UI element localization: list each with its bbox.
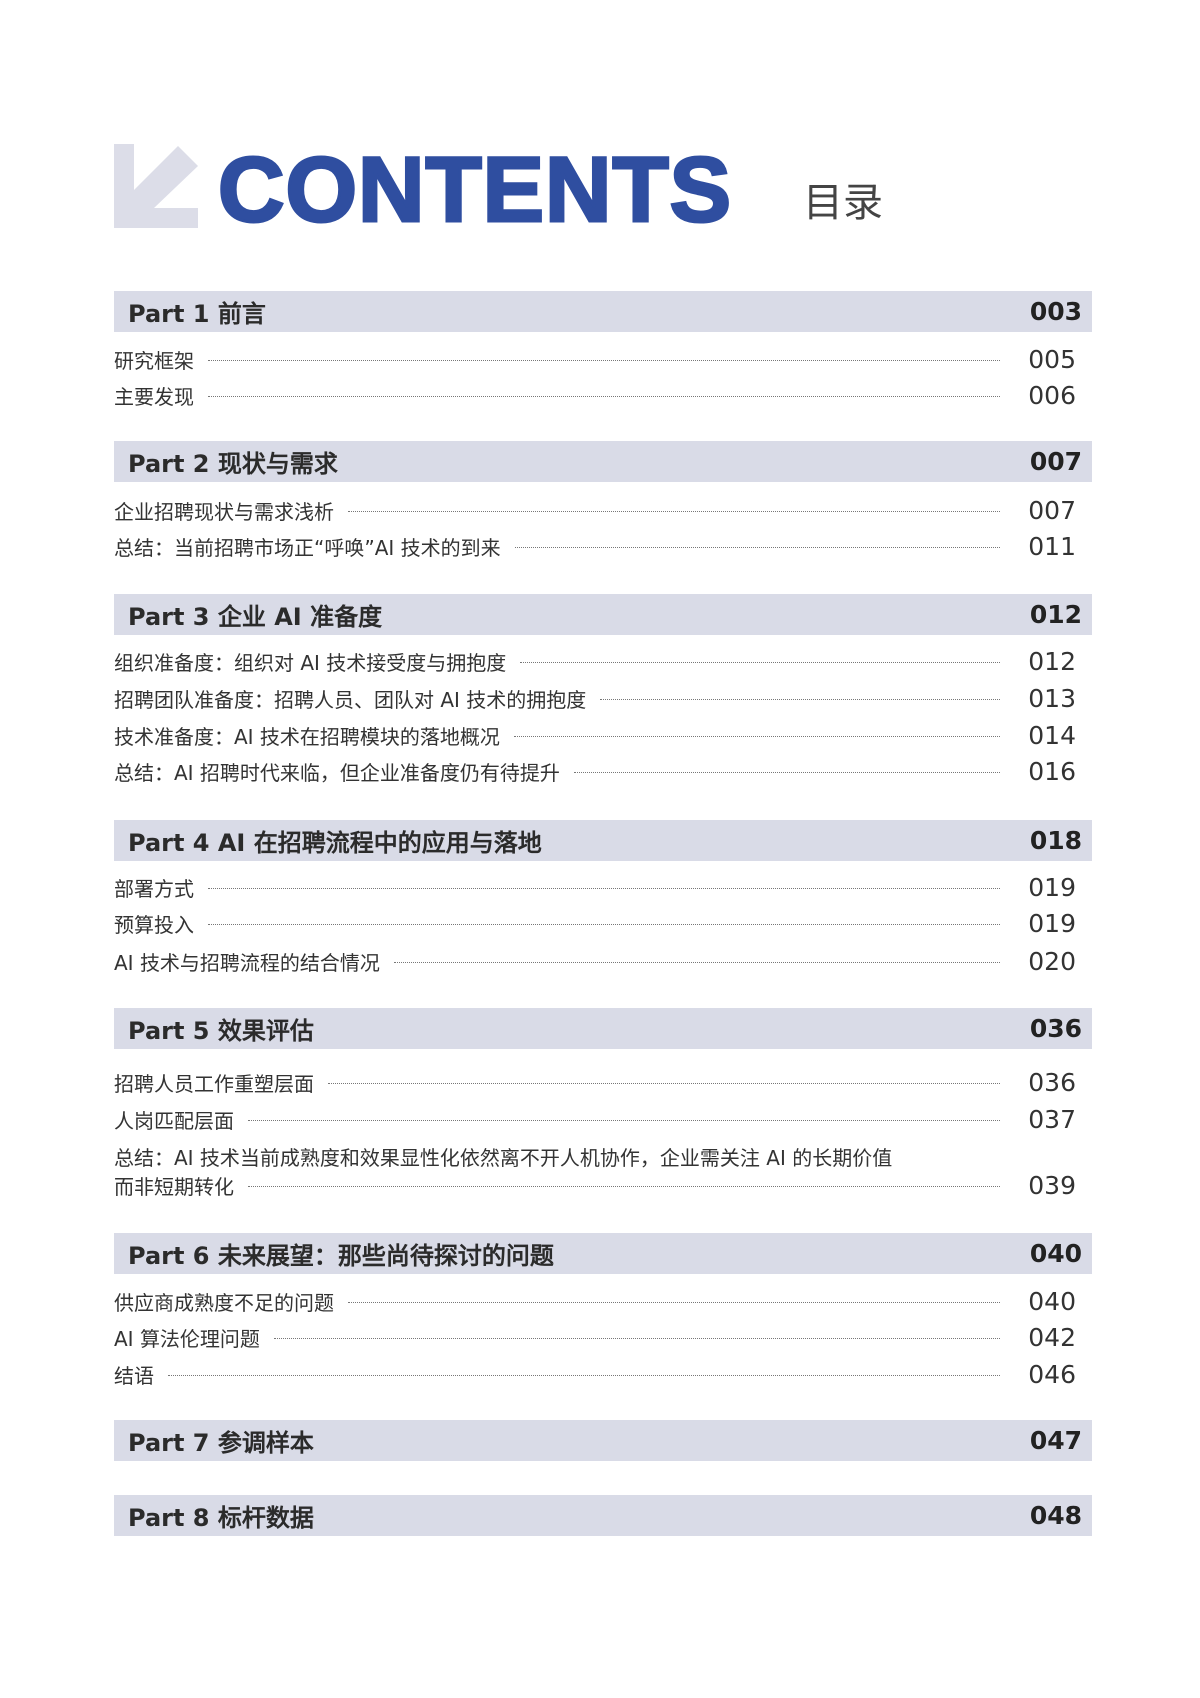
toc-entry[interactable]: 部署方式 019 <box>114 871 1076 903</box>
part-page-number: 036 <box>1029 1014 1082 1043</box>
toc-entry-title: 技术准备度：AI 技术在招聘模块的落地概况 <box>114 724 500 749</box>
toc-entry-title: 组织准备度：组织对 AI 技术接受度与拥抱度 <box>114 650 507 675</box>
part-header[interactable]: Part 8 标杆数据 048 <box>114 1495 1092 1536</box>
part-header[interactable]: Part 4 AI 在招聘流程中的应用与落地 018 <box>114 820 1092 861</box>
toc-entry[interactable]: 技术准备度：AI 技术在招聘模块的落地概况 014 <box>114 719 1076 751</box>
part-title: Part 7 参调样本 <box>128 1429 314 1457</box>
toc-entry-title: 而非短期转化 <box>114 1174 234 1199</box>
toc-entry-title: 部署方式 <box>114 876 194 901</box>
part-title: Part 1 前言 <box>128 300 266 328</box>
part-page-number: 018 <box>1029 826 1082 855</box>
part-page-number: 012 <box>1029 600 1082 629</box>
part-header[interactable]: Part 1 前言 003 <box>114 291 1092 332</box>
toc-entry-title: 总结：当前招聘市场正“呼唤”AI 技术的到来 <box>114 535 501 560</box>
toc-entry-page-number: 012 <box>1028 646 1076 676</box>
part-title: Part 2 现状与需求 <box>128 450 338 478</box>
toc-entry-page-number: 020 <box>1028 946 1076 976</box>
toc-entry-page-number: 005 <box>1028 344 1076 374</box>
dotted-leader <box>273 1337 1000 1339</box>
toc-entry[interactable]: 人岗匹配层面 037 <box>114 1103 1076 1135</box>
dotted-leader <box>248 1185 1000 1187</box>
dotted-leader <box>208 359 1000 361</box>
toc-entry-title: 供应商成熟度不足的问题 <box>114 1290 334 1315</box>
part-page-number: 003 <box>1029 297 1082 326</box>
page-title: CONTENTS <box>217 139 733 242</box>
toc-entry-page-number: 019 <box>1028 872 1076 902</box>
dotted-leader <box>520 661 1000 663</box>
dotted-leader <box>348 1301 1000 1303</box>
toc-entry-page-number: 046 <box>1028 1359 1076 1389</box>
dotted-leader <box>168 1374 1000 1376</box>
part-title: Part 8 标杆数据 <box>128 1504 314 1532</box>
part-page-number: 047 <box>1029 1426 1082 1455</box>
toc-entry-page-number: 011 <box>1028 531 1076 561</box>
toc-entry[interactable]: AI 技术与招聘流程的结合情况 020 <box>114 945 1076 977</box>
part-header[interactable]: Part 7 参调样本 047 <box>114 1420 1092 1461</box>
toc-entry[interactable]: 招聘团队准备度：招聘人员、团队对 AI 技术的拥抱度 013 <box>114 682 1076 714</box>
toc-entry-page-number: 036 <box>1028 1067 1076 1097</box>
dotted-leader <box>514 546 1000 548</box>
toc-entry[interactable]: AI 算法伦理问题 042 <box>114 1321 1076 1353</box>
toc-entry-page-number: 040 <box>1028 1286 1076 1316</box>
toc-entry-page-number: 042 <box>1028 1322 1076 1352</box>
dotted-leader <box>348 510 1000 512</box>
dotted-leader <box>573 771 1000 773</box>
part-header[interactable]: Part 6 未来展望：那些尚待探讨的问题 040 <box>114 1233 1092 1274</box>
toc-entry[interactable]: 主要发现 006 <box>114 379 1076 411</box>
toc-entry-page-number: 013 <box>1028 683 1076 713</box>
toc-entry[interactable]: 预算投入 019 <box>114 907 1076 939</box>
part-title: Part 6 未来展望：那些尚待探讨的问题 <box>128 1242 554 1270</box>
toc-entry[interactable]: 总结：AI 招聘时代来临，但企业准备度仍有待提升 016 <box>114 755 1076 787</box>
toc-entry-title: 人岗匹配层面 <box>114 1108 234 1133</box>
toc-entry-title: 总结：AI 招聘时代来临，但企业准备度仍有待提升 <box>114 760 560 785</box>
part-header[interactable]: Part 5 效果评估 036 <box>114 1008 1092 1049</box>
part-title: Part 3 企业 AI 准备度 <box>128 603 383 631</box>
toc-entry-page-number: 019 <box>1028 908 1076 938</box>
toc-entry[interactable]: 供应商成熟度不足的问题 040 <box>114 1285 1076 1317</box>
part-title: Part 4 AI 在招聘流程中的应用与落地 <box>128 829 542 857</box>
toc-entry-title: AI 技术与招聘流程的结合情况 <box>114 950 380 975</box>
part-page-number: 007 <box>1029 447 1082 476</box>
part-header[interactable]: Part 3 企业 AI 准备度 012 <box>114 594 1092 635</box>
toc-entry[interactable]: 招聘人员工作重塑层面 036 <box>114 1066 1076 1098</box>
toc-entry[interactable]: 研究框架 005 <box>114 343 1076 375</box>
toc-entry[interactable]: 组织准备度：组织对 AI 技术接受度与拥抱度 012 <box>114 645 1076 677</box>
toc-entry-title: 企业招聘现状与需求浅析 <box>114 499 334 524</box>
dotted-leader <box>600 698 1000 700</box>
toc-entry-title: 主要发现 <box>114 384 194 409</box>
toc-entry-title-line1[interactable]: 总结：AI 技术当前成熟度和效果显性化依然离不开人机协作，企业需关注 AI 的长… <box>114 1146 893 1170</box>
dotted-leader <box>513 735 1000 737</box>
toc-entry-title: AI 算法伦理问题 <box>114 1326 260 1351</box>
dotted-leader <box>208 923 1000 925</box>
part-page-number: 040 <box>1029 1239 1082 1268</box>
toc-entry-title: 招聘人员工作重塑层面 <box>114 1071 314 1096</box>
part-title: Part 5 效果评估 <box>128 1017 314 1045</box>
toc-entry-title: 结语 <box>114 1363 154 1388</box>
toc-entry[interactable]: 企业招聘现状与需求浅析 007 <box>114 494 1076 526</box>
toc-entry-page-number: 016 <box>1028 756 1076 786</box>
toc-entry[interactable]: 总结：当前招聘市场正“呼唤”AI 技术的到来 011 <box>114 530 1076 562</box>
page-subtitle: 目录 <box>803 180 883 226</box>
toc-entry-title: 研究框架 <box>114 348 194 373</box>
dotted-leader <box>208 887 1000 889</box>
dotted-leader <box>393 961 1000 963</box>
toc-entry-page-number: 006 <box>1028 380 1076 410</box>
toc-entry-page-number: 007 <box>1028 495 1076 525</box>
toc-entry[interactable]: 结语 046 <box>114 1358 1076 1390</box>
dotted-leader <box>248 1119 1000 1121</box>
arrow-down-left-icon <box>114 144 198 228</box>
toc-entry-title: 预算投入 <box>114 912 194 937</box>
dotted-leader <box>208 395 1000 397</box>
dotted-leader <box>328 1082 1000 1084</box>
part-page-number: 048 <box>1029 1501 1082 1530</box>
toc-entry-page-number: 014 <box>1028 720 1076 750</box>
part-header[interactable]: Part 2 现状与需求 007 <box>114 441 1092 482</box>
toc-entry-page-number: 039 <box>1028 1170 1076 1200</box>
toc-entry[interactable]: 而非短期转化 039 <box>114 1169 1076 1201</box>
toc-entry-page-number: 037 <box>1028 1104 1076 1134</box>
toc-entry-title: 招聘团队准备度：招聘人员、团队对 AI 技术的拥抱度 <box>114 687 587 712</box>
